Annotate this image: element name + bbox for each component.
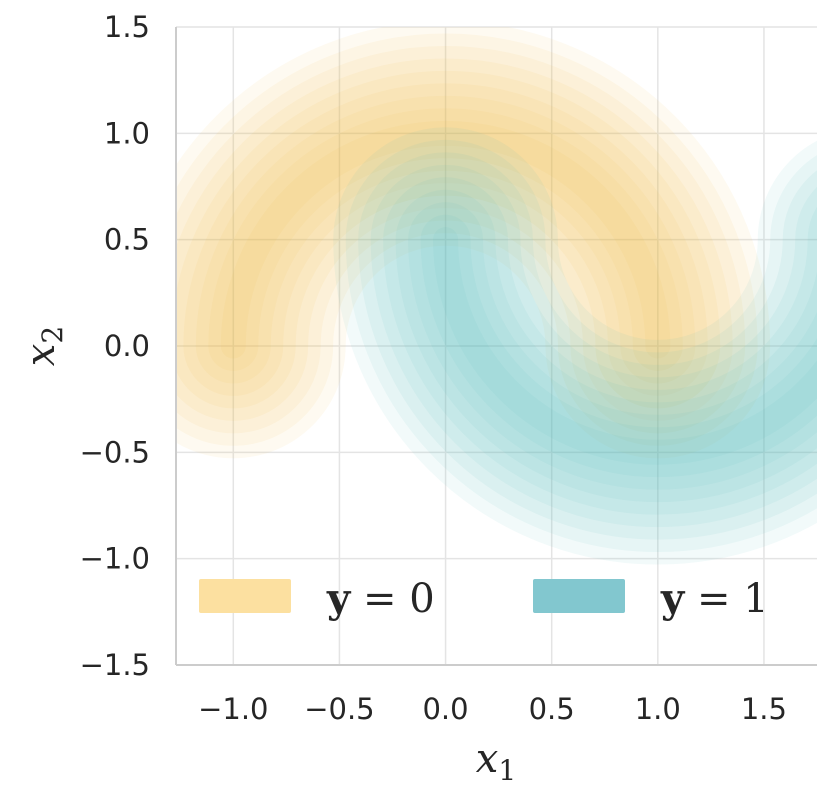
contour-band-y0 bbox=[208, 108, 683, 371]
grid-lines bbox=[176, 26, 817, 666]
contour-band-y1 bbox=[433, 227, 817, 465]
y-tick-label: −0.5 bbox=[80, 435, 150, 469]
x-tick-label: 0.0 bbox=[422, 692, 468, 726]
contour-band-y1 bbox=[358, 152, 817, 540]
contour-band-y1 bbox=[383, 177, 817, 515]
legend-swatch-y0 bbox=[199, 579, 291, 613]
contour-band-y0 bbox=[176, 27, 771, 459]
x-tick-labels: −1.0 −0.5 0.0 0.5 1.0 1.5 bbox=[198, 692, 787, 726]
x-tick-label: 1.5 bbox=[741, 692, 787, 726]
axes bbox=[175, 27, 817, 666]
x-tick-label: 1.0 bbox=[635, 692, 681, 726]
legend-label-y0: y = 0 bbox=[326, 575, 435, 622]
y-tick-label: −1.0 bbox=[80, 542, 150, 576]
y-axis-label: x2 bbox=[18, 326, 69, 366]
contour-band-y1 bbox=[395, 189, 817, 502]
x-tick-label: −1.0 bbox=[198, 692, 268, 726]
contour-band-y0 bbox=[195, 96, 696, 384]
contour-fills bbox=[176, 27, 817, 565]
contour-band-y0 bbox=[176, 34, 758, 446]
x-tick-label: −0.5 bbox=[304, 692, 374, 726]
y-tick-label: 0.5 bbox=[104, 223, 150, 257]
x-axis-label: x1 bbox=[476, 736, 516, 787]
y-tick-label: 1.5 bbox=[104, 10, 150, 44]
legend-swatch-y1 bbox=[533, 579, 625, 613]
contour-band-y0 bbox=[183, 83, 708, 396]
y-tick-label: 1.0 bbox=[104, 116, 150, 150]
contour-band-y1 bbox=[370, 164, 817, 527]
contour-band-y1 bbox=[333, 127, 817, 565]
x-tick-label: 0.5 bbox=[529, 692, 575, 726]
y-tick-label: 0.0 bbox=[104, 329, 150, 363]
contour-band-y0 bbox=[176, 71, 721, 409]
y-tick-labels: −1.5 −1.0 −0.5 0.0 0.5 1.0 1.5 bbox=[80, 10, 150, 682]
contour-band-y1 bbox=[408, 202, 817, 490]
contour-band-y1 bbox=[420, 214, 817, 477]
contour-band-y1 bbox=[345, 139, 817, 552]
contour-band-y0 bbox=[176, 46, 746, 434]
y-tick-label: −1.5 bbox=[80, 648, 150, 682]
contour-band-y0 bbox=[220, 121, 671, 359]
legend: y = 0 y = 1 bbox=[199, 575, 769, 622]
legend-label-y1: y = 1 bbox=[660, 575, 769, 622]
contour-band-y0 bbox=[176, 59, 733, 421]
